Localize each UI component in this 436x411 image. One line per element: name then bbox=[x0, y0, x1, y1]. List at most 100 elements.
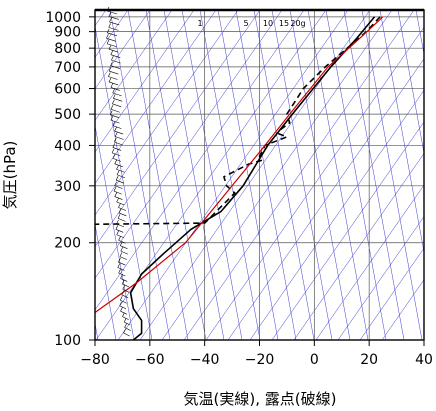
isopleth-line bbox=[217, 10, 279, 340]
isopleth-line bbox=[95, 10, 239, 216]
wind-barb-flag bbox=[116, 165, 119, 170]
series-line-1 bbox=[129, 16, 376, 340]
wind-barb-flag bbox=[114, 137, 117, 143]
wind-barb-flag bbox=[114, 159, 117, 164]
isopleth-line bbox=[95, 223, 117, 340]
isopleth-line bbox=[227, 58, 424, 340]
y-tick-label: 200 bbox=[54, 236, 81, 252]
isopleth-line bbox=[183, 10, 415, 340]
wind-barb-flag bbox=[115, 176, 119, 181]
wind-barb bbox=[122, 289, 130, 293]
isopleth-line bbox=[235, 10, 297, 340]
y-tick-label: 500 bbox=[54, 107, 81, 123]
wind-barb-flag bbox=[117, 263, 121, 268]
wind-barb bbox=[108, 70, 119, 75]
isopleth-line bbox=[145, 10, 207, 340]
x-tick-label: −80 bbox=[80, 352, 110, 368]
wind-barb bbox=[124, 321, 131, 326]
wind-barb bbox=[111, 152, 121, 157]
isopleth-line bbox=[359, 247, 424, 340]
wind-barb bbox=[109, 21, 120, 26]
y-tick-label: 1000 bbox=[45, 10, 81, 26]
isopleth-line bbox=[95, 10, 173, 121]
x-tick-label: −60 bbox=[135, 352, 165, 368]
series-line-2 bbox=[95, 16, 381, 226]
wind-barb bbox=[117, 218, 126, 222]
wind-barb-flag bbox=[120, 296, 123, 301]
wind-barb bbox=[116, 179, 125, 184]
wind-barb bbox=[112, 103, 122, 108]
wind-barb bbox=[118, 272, 126, 277]
x-tick-label: 0 bbox=[310, 352, 319, 368]
wind-barb bbox=[106, 10, 118, 15]
wind-barb-flag bbox=[116, 219, 119, 224]
isopleth-line bbox=[181, 10, 243, 340]
isopleth-line bbox=[95, 124, 135, 340]
wind-barb-flag bbox=[118, 236, 121, 241]
axis-ticks: −80 −60 −40 −20 0 20 40 100 200 300 400 500 600 700 80… bbox=[45, 10, 433, 368]
x-tick-label: −20 bbox=[245, 352, 275, 368]
isopleth-line bbox=[95, 10, 217, 185]
grid-lines bbox=[94, 10, 425, 341]
isopleth-line bbox=[343, 10, 405, 340]
wind-barb bbox=[120, 245, 128, 249]
y-tick-label: 400 bbox=[54, 138, 81, 154]
wind-barb-flag bbox=[108, 12, 112, 17]
isopleth-line bbox=[361, 10, 423, 340]
wind-barb-flag bbox=[114, 181, 117, 186]
x-tick-label: 40 bbox=[415, 352, 433, 368]
wind-barb bbox=[117, 267, 125, 271]
isopleth-line bbox=[205, 26, 424, 340]
wind-barb bbox=[112, 92, 122, 97]
wind-barb-flag bbox=[114, 132, 118, 137]
wind-barb-flag bbox=[123, 328, 126, 334]
wind-barb bbox=[113, 190, 122, 195]
wind-barb-flag bbox=[106, 39, 110, 44]
wind-barb bbox=[114, 163, 123, 168]
mixing-ratio-label: 1 bbox=[197, 19, 202, 28]
wind-barb bbox=[106, 43, 117, 48]
wind-barb-flag bbox=[108, 77, 112, 83]
wind-barb bbox=[108, 27, 119, 31]
wind-barb-flag bbox=[117, 214, 121, 219]
isopleth-line bbox=[199, 10, 261, 340]
wind-barb-flag bbox=[109, 110, 113, 115]
wind-barb bbox=[108, 76, 118, 80]
wind-barb-flag bbox=[115, 225, 119, 230]
wind-barb-flag bbox=[116, 197, 119, 203]
wind-barb-flag bbox=[108, 72, 111, 77]
wind-barb bbox=[122, 283, 129, 288]
isopleth-line bbox=[379, 10, 424, 254]
wind-barb-flag bbox=[108, 66, 112, 72]
wind-barb bbox=[120, 299, 127, 304]
wind-barb-flag bbox=[121, 290, 125, 295]
isopleth-line bbox=[253, 10, 315, 340]
profile-series bbox=[95, 16, 384, 340]
wind-barb bbox=[110, 65, 120, 69]
wind-barb bbox=[112, 158, 122, 162]
wind-barb-flag bbox=[116, 230, 119, 235]
wind-barb bbox=[114, 141, 123, 146]
wind-barb-flag bbox=[120, 247, 124, 252]
wind-barb-flag bbox=[112, 99, 115, 104]
wind-barb bbox=[108, 16, 119, 20]
wind-barb-flag bbox=[120, 274, 123, 279]
wind-barb-flag bbox=[109, 17, 112, 23]
isopleth-line bbox=[95, 10, 283, 279]
isopleth-line bbox=[109, 10, 171, 340]
y-tick-label: 900 bbox=[54, 25, 81, 41]
wind-barb-flag bbox=[113, 94, 116, 99]
wind-barb bbox=[115, 136, 124, 140]
wind-barb-flag bbox=[112, 154, 116, 159]
wind-barb bbox=[114, 130, 124, 135]
wind-barb bbox=[120, 278, 128, 282]
isopleth-line bbox=[95, 25, 153, 340]
y-tick-label: 600 bbox=[54, 82, 81, 98]
isopleth-line bbox=[127, 10, 189, 340]
mixing-ratio-label: 20g bbox=[290, 19, 305, 28]
wind-barb-flag bbox=[118, 257, 121, 263]
x-tick-label: 20 bbox=[360, 352, 378, 368]
wind-barb bbox=[118, 261, 126, 266]
wind-barb-flag bbox=[110, 116, 114, 121]
